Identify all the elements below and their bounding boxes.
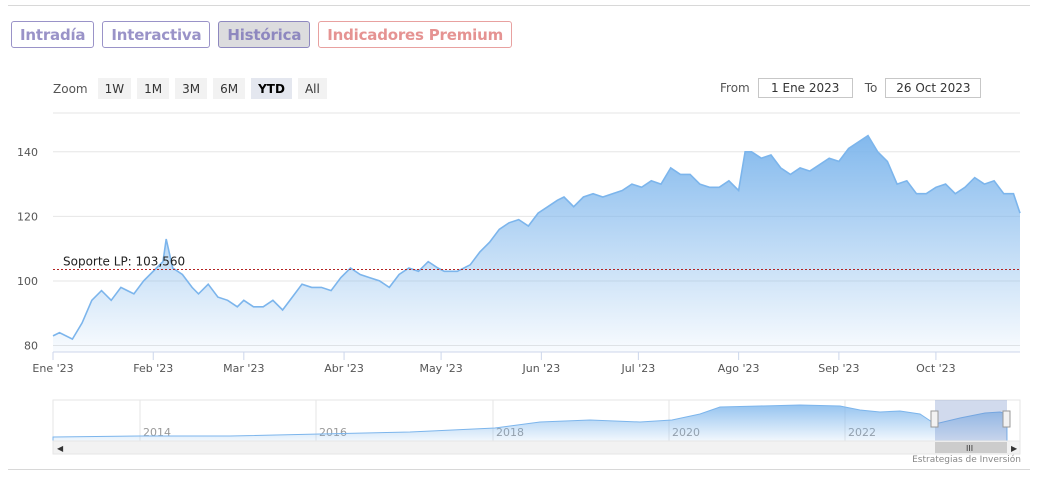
x-tick-label: Jun '23	[521, 362, 560, 375]
zoom-1w-button[interactable]: 1W	[97, 78, 132, 99]
to-date-input[interactable]: 26 Oct 2023	[885, 78, 982, 98]
credits[interactable]: Estrategias de Inversión	[912, 455, 1021, 465]
y-tick-label: 100	[17, 275, 38, 288]
tab-hist-rica[interactable]: Histórica	[218, 21, 311, 48]
navigator-scrollbar[interactable]	[52, 440, 1021, 455]
x-tick-label: Sep '23	[818, 362, 859, 375]
scrollbar-grip-icon: III	[966, 444, 973, 453]
navigator-selection[interactable]	[935, 400, 1007, 441]
navigator-right-handle[interactable]	[1002, 410, 1011, 428]
x-axis: Ene '23 Feb '23 Mar '23 Abr '23 May '23 Jun '…	[32, 351, 1020, 375]
x-tick-label: May '23	[419, 362, 462, 375]
support-label: Soporte LP: 103,560	[63, 254, 185, 268]
scroll-left-icon[interactable]: ◀	[57, 444, 64, 453]
date-range: From 1 Ene 2023 To 26 Oct 2023	[720, 78, 982, 98]
y-tick-label: 120	[17, 210, 38, 223]
y-tick-label: 140	[17, 146, 38, 159]
chart-type-tabs: Intradía Interactiva Histórica Indicadores …	[11, 21, 513, 48]
to-label: To	[864, 81, 878, 95]
zoom-selector: Zoom 1W 1M 3M 6M YTD All	[53, 78, 327, 99]
zoom-ytd-button[interactable]: YTD	[251, 78, 292, 99]
x-tick-label: Ago '23	[718, 362, 760, 375]
navigator-left-handle[interactable]	[930, 410, 939, 428]
top-divider	[8, 5, 1030, 6]
x-tick-label: Jul '23	[620, 362, 655, 375]
x-tick-label: Abr '23	[324, 362, 364, 375]
y-tick-label: 80	[24, 340, 38, 353]
zoom-all-button[interactable]: All	[297, 78, 327, 99]
tab-indicadores-premium[interactable]: Indicadores Premium	[318, 21, 513, 48]
x-tick-label: Mar '23	[223, 362, 264, 375]
tab-interactiva[interactable]: Interactiva	[102, 21, 211, 48]
scroll-right-icon[interactable]: ▶	[1011, 444, 1018, 453]
navigator-series	[52, 404, 1008, 442]
price-area	[53, 135, 1020, 352]
zoom-buttons: 1W 1M 3M 6M YTD All	[97, 78, 327, 99]
x-tick-label: Feb '23	[133, 362, 173, 375]
zoom-1m-button[interactable]: 1M	[137, 78, 170, 99]
from-label: From	[720, 81, 750, 95]
zoom-label: Zoom	[53, 81, 88, 96]
navigator[interactable]: 20142016201820202022 III ◀ ▶	[52, 399, 1021, 455]
from-date-input[interactable]: 1 Ene 2023	[757, 78, 853, 98]
tab-intrad-a[interactable]: Intradía	[11, 21, 95, 48]
scrollbar-thumb[interactable]	[935, 442, 1007, 453]
price-line	[52, 134, 1021, 341]
y-axis: 80 100 120 140	[17, 146, 38, 353]
x-tick-label: Oct '23	[916, 362, 956, 375]
zoom-3m-button[interactable]: 3M	[175, 78, 208, 99]
zoom-6m-button[interactable]: 6M	[213, 78, 246, 99]
x-tick-label: Ene '23	[32, 362, 73, 375]
bottom-divider	[8, 469, 1030, 470]
